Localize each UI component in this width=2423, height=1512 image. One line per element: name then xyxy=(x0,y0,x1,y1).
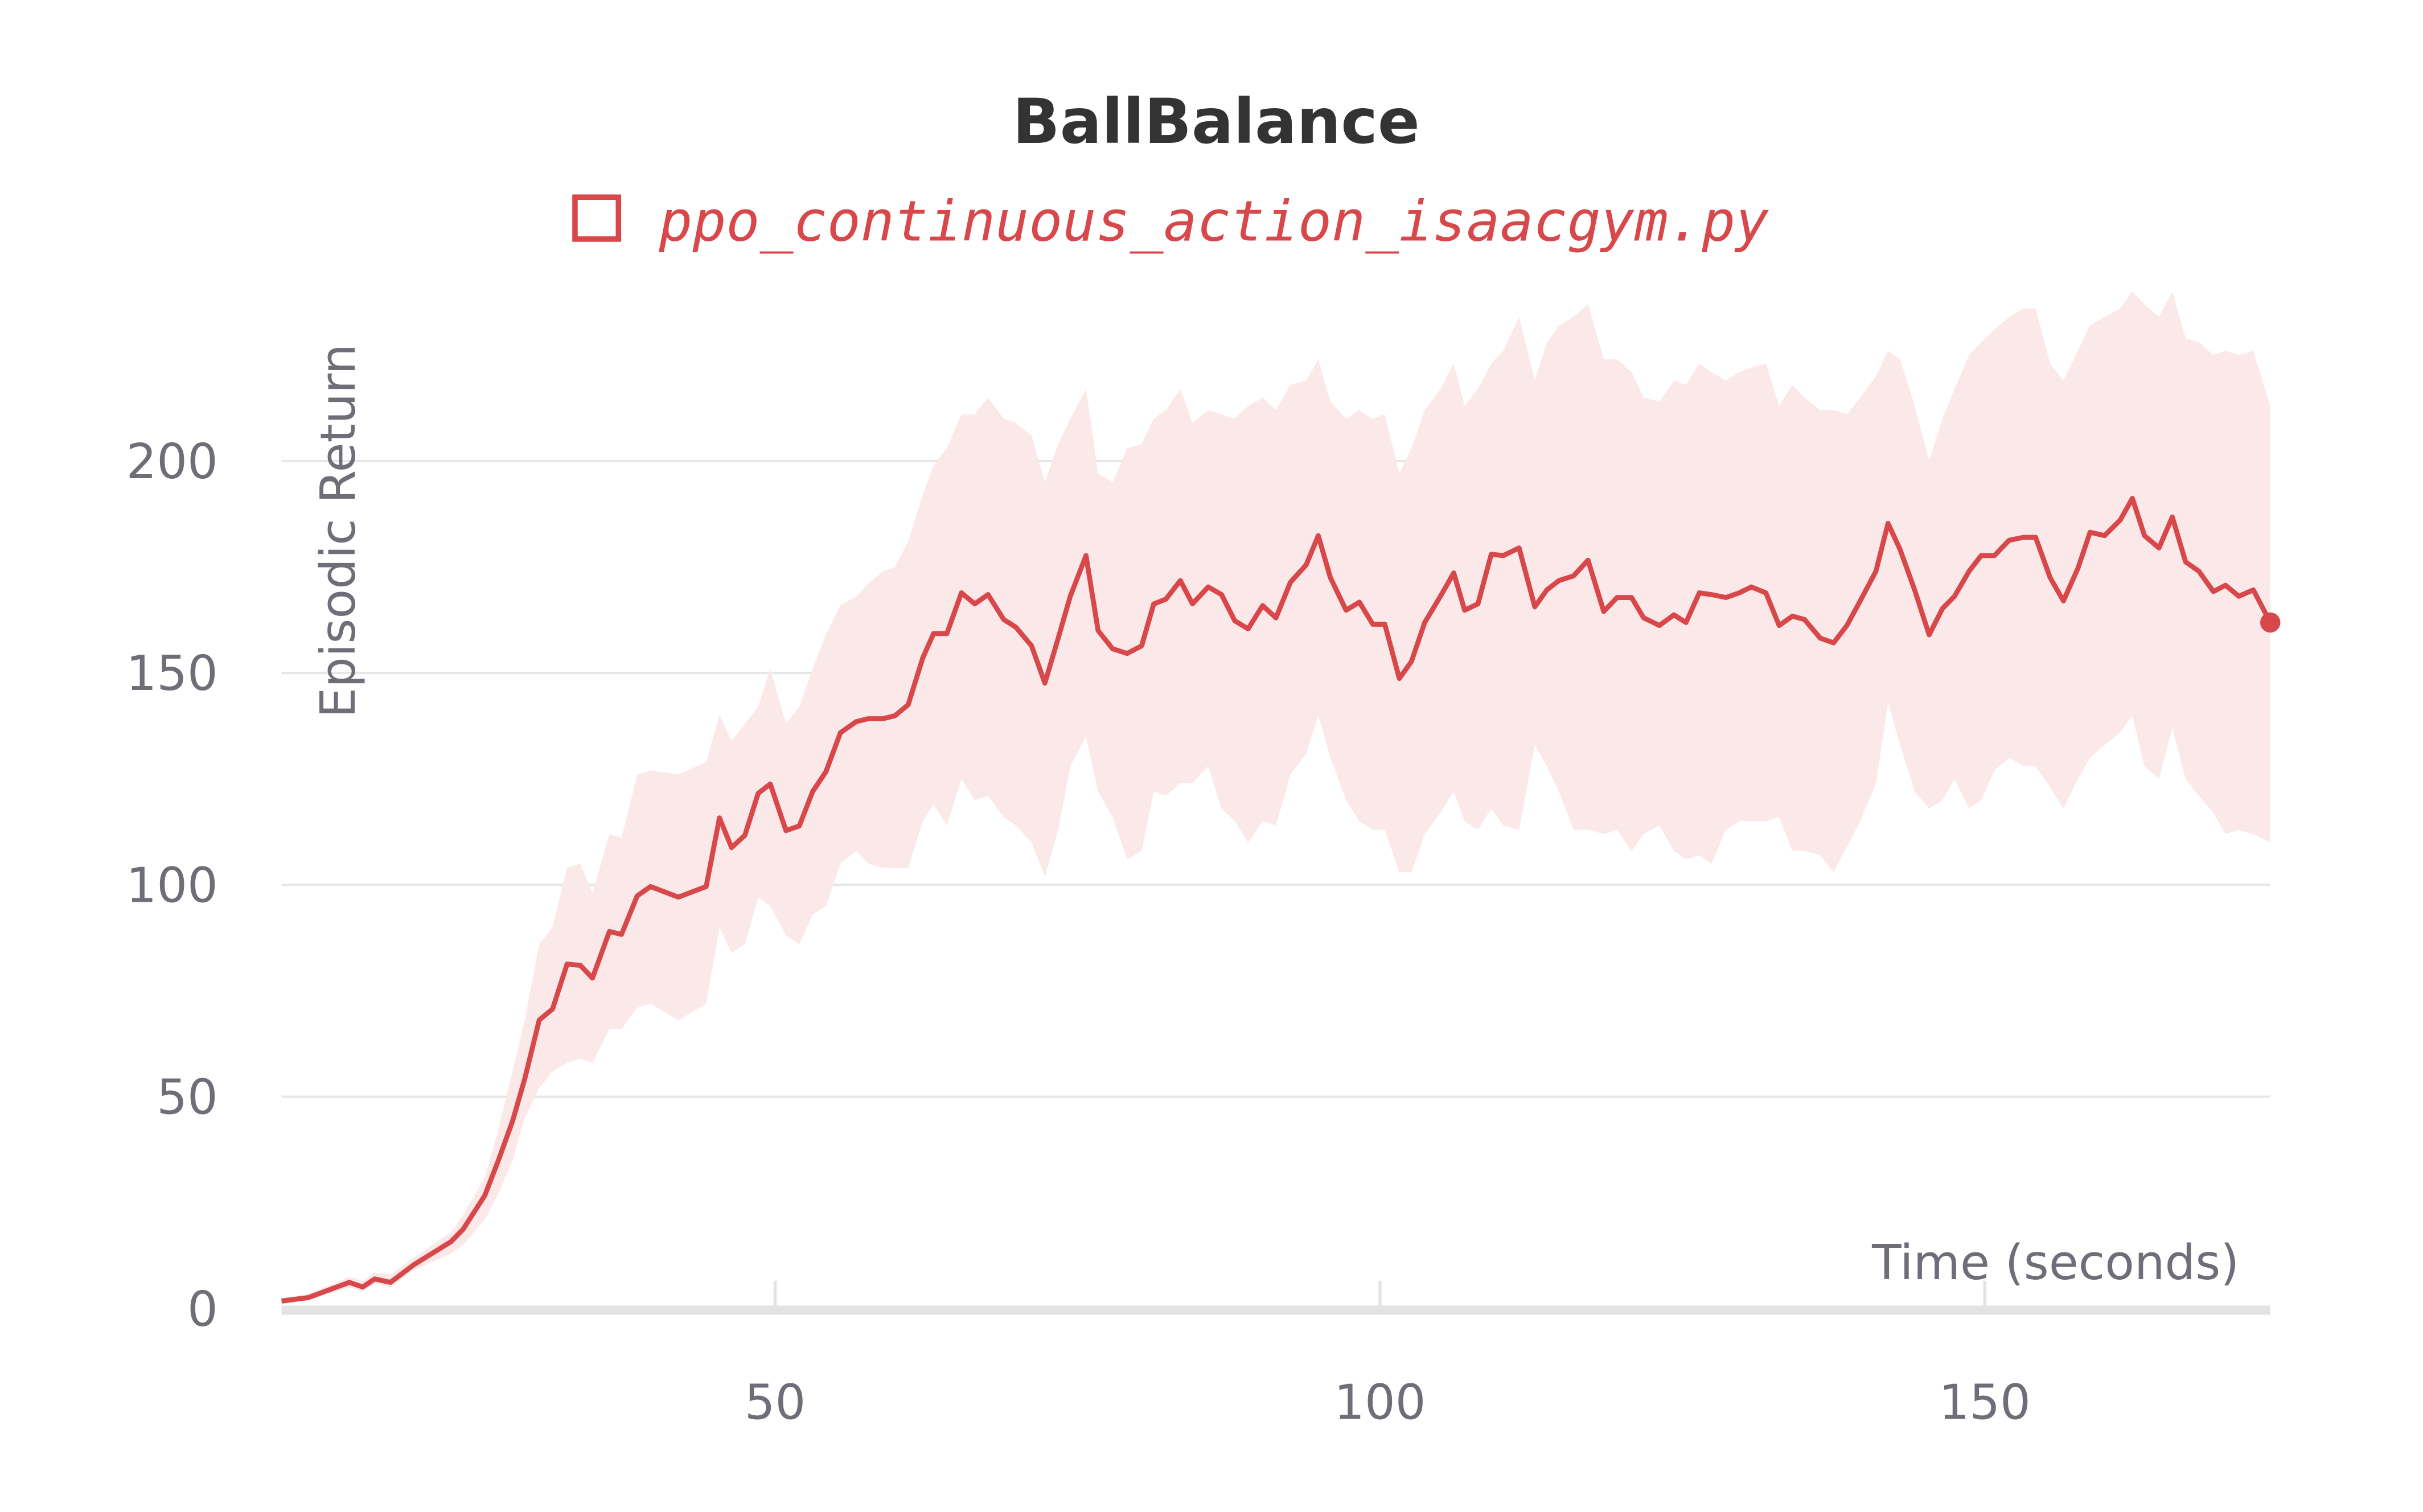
x-tick-label: 50 xyxy=(745,1374,806,1430)
legend-swatch xyxy=(572,194,622,242)
y-tick-label: 150 xyxy=(126,646,217,701)
y-tick-label: 200 xyxy=(126,434,217,490)
y-tick-label: 50 xyxy=(157,1070,218,1125)
x-tick-label: 100 xyxy=(1334,1374,1426,1430)
y-axis-title: Episodic Return xyxy=(310,344,366,718)
x-tick-label: 150 xyxy=(1939,1374,2031,1430)
y-tick-label: 0 xyxy=(187,1281,218,1337)
end-point xyxy=(2260,612,2281,633)
plot-area: 0 50 100 150 200 50 100 150 xyxy=(126,291,2281,1430)
x-axis-title: Time (seconds) xyxy=(1871,1235,2239,1291)
legend-label: ppo_continuous_action_isaacgym.py xyxy=(658,190,1769,254)
band xyxy=(281,291,2270,1305)
line xyxy=(281,496,2273,1304)
chart-title: BallBalance xyxy=(1012,85,1419,158)
y-tick-label: 100 xyxy=(126,857,217,913)
